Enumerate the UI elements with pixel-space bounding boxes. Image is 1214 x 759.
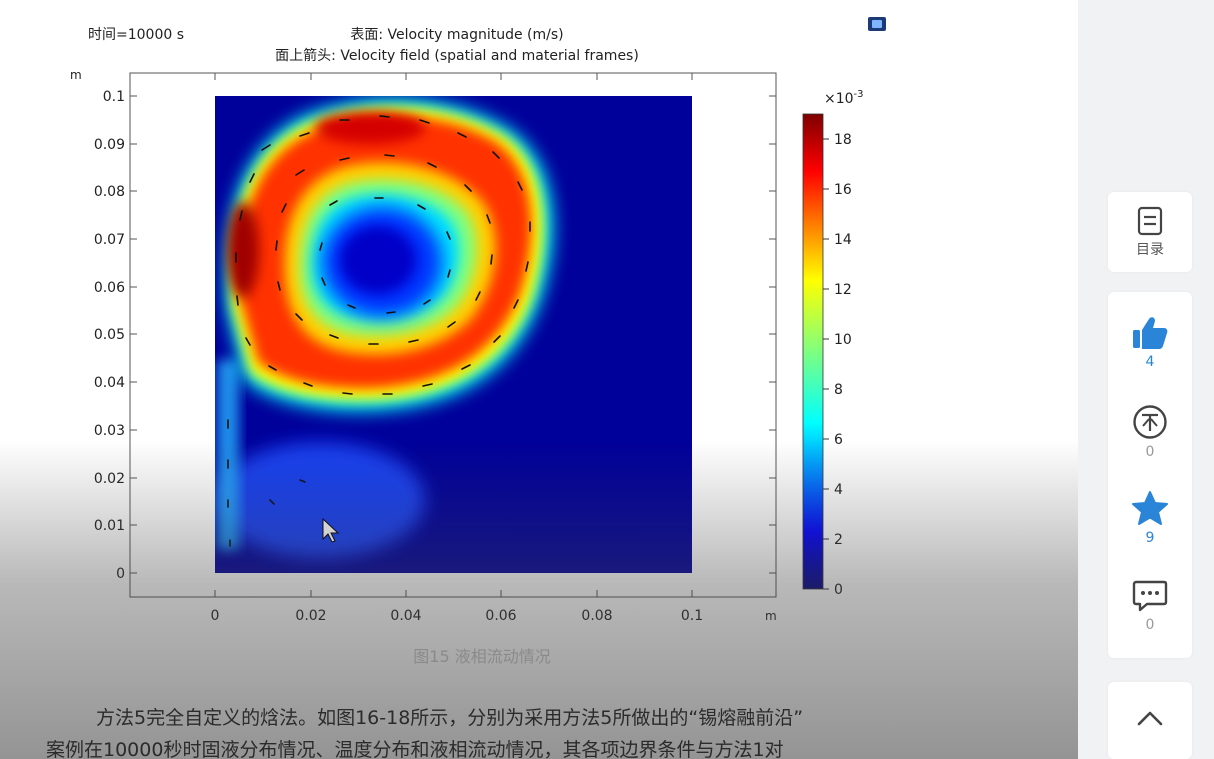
paragraph-line: 案例在10000秒时固液分布情况、温度分布和液相流动情况，其各项边界条件与方法1… [46, 739, 784, 759]
y-tick-label: 0.05 [94, 327, 125, 343]
chevron-up-icon [1137, 711, 1163, 726]
y-tick-label: 0.09 [94, 137, 125, 153]
thumbs-up-icon [1133, 317, 1168, 349]
coin-icon [1133, 405, 1167, 439]
heatmap [215, 96, 692, 573]
x-tick-label: 0.06 [485, 608, 516, 624]
right-sidebar: 目录 4 0 9 [1078, 0, 1214, 759]
x-tick-label: 0.1 [681, 608, 703, 624]
colorbar-multiplier: ×10-3 [824, 89, 864, 107]
comment-button[interactable]: 0 [1108, 579, 1192, 633]
x-tick-label: 0.08 [581, 608, 612, 624]
like-button[interactable]: 4 [1108, 316, 1192, 370]
coin-count: 0 [1145, 444, 1155, 460]
favorite-count: 9 [1145, 530, 1155, 546]
back-to-top-card [1108, 682, 1192, 759]
y-tick-label: 0.1 [103, 89, 125, 105]
y-tick-label: 0.01 [94, 518, 125, 534]
figure-toolbar-icon[interactable] [868, 17, 886, 31]
y-tick-label: 0.02 [94, 471, 125, 487]
colorbar-tick-label: 16 [834, 182, 852, 198]
colorbar-exponent: -3 [854, 89, 864, 100]
surface-label: 表面: Velocity magnitude (m/s) [350, 27, 563, 43]
y-tick-label: 0 [116, 566, 125, 582]
body-paragraph: 方法5完全自定义的焓法。如图16-18所示，分别为采用方法5所做出的“锡熔融前沿… [46, 702, 936, 759]
colorbar-tick-label: 10 [834, 332, 852, 348]
time-label: 时间=10000 s [88, 27, 184, 43]
y-tick-labels: 0.1 0.09 0.08 0.07 0.06 0.05 0.04 0.03 0… [94, 89, 125, 582]
figure-caption: 图15 液相流动情况 [413, 647, 551, 666]
figure: 时间=10000 s 表面: Velocity magnitude (m/s) … [70, 17, 886, 624]
back-to-top-button[interactable] [1108, 710, 1192, 726]
colorbar-tick-label: 4 [834, 482, 843, 498]
colorbar-tick-label: 14 [834, 232, 852, 248]
colorbar-tick-label: 2 [834, 532, 843, 548]
colorbar [802, 113, 824, 590]
colorbar-ticks [823, 138, 829, 590]
x-unit-label: m [765, 609, 777, 623]
colorbar-tick-label: 0 [834, 582, 843, 598]
x-tick-label: 0.04 [390, 608, 421, 624]
y-tick-label: 0.04 [94, 375, 125, 391]
y-tick-label: 0.06 [94, 280, 125, 296]
toc-button[interactable]: 目录 [1108, 206, 1192, 259]
colorbar-tick-label: 12 [834, 282, 852, 298]
colorbar-tick-label: 18 [834, 132, 852, 148]
toc-card: 目录 [1108, 192, 1192, 272]
paragraph-line: 方法5完全自定义的焓法。如图16-18所示，分别为采用方法5所做出的“锡熔融前沿… [96, 707, 804, 729]
comment-count: 0 [1145, 617, 1155, 633]
y-tick-label: 0.08 [94, 184, 125, 200]
x-tick-labels: 0 0.02 0.04 0.06 0.08 0.1 [211, 608, 704, 624]
article-pane: 时间=10000 s 表面: Velocity magnitude (m/s) … [0, 0, 1078, 759]
y-tick-label: 0.03 [94, 423, 125, 439]
velocity-plot: 时间=10000 s 表面: Velocity magnitude (m/s) … [70, 17, 886, 624]
coin-button[interactable]: 0 [1108, 404, 1192, 460]
x-tick-label: 0.02 [295, 608, 326, 624]
y-tick-label: 0.07 [94, 232, 125, 248]
colorbar-tick-label: 8 [834, 382, 843, 398]
colorbar-tick-label: 6 [834, 432, 843, 448]
toc-label: 目录 [1136, 242, 1164, 258]
y-unit-label: m [70, 68, 82, 82]
colorbar-tick-labels: 0 2 4 6 8 10 12 14 16 18 [834, 132, 852, 598]
colorbar-multiplier-base: ×10 [824, 91, 854, 107]
favorite-button[interactable]: 9 [1108, 490, 1192, 546]
toc-icon [1137, 206, 1163, 236]
x-tick-label: 0 [211, 608, 220, 624]
comment-icon [1132, 580, 1168, 612]
arrow-label: 面上箭头: Velocity field (spatial and materi… [275, 47, 639, 64]
like-count: 4 [1145, 354, 1155, 370]
star-icon [1132, 491, 1168, 525]
actions-card: 4 0 9 0 [1108, 292, 1192, 658]
